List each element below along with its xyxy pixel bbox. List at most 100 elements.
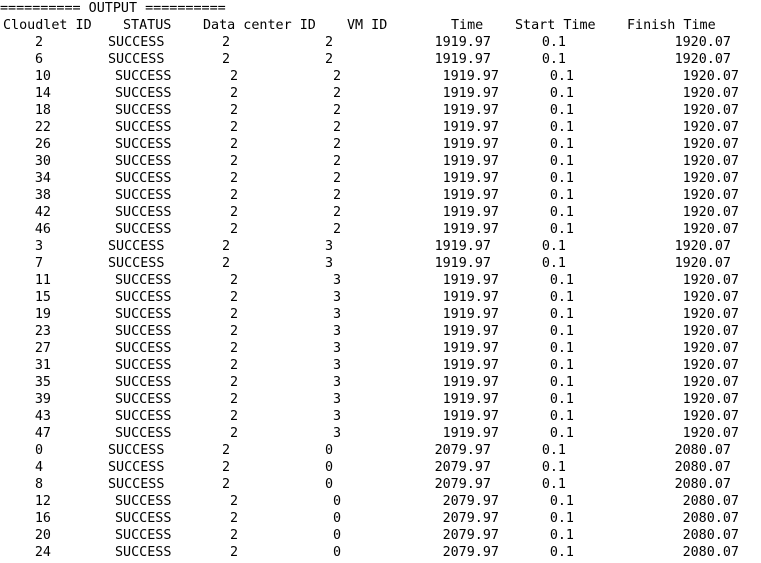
cloudlet-id-cell: 15 — [34, 290, 51, 305]
start-time-cell: 0.1 — [549, 494, 574, 509]
datacenter-id-cell: 2 — [229, 324, 238, 339]
vm-id-cell: 2 — [332, 120, 341, 135]
finish-time-cell: 1920.07 — [682, 307, 739, 322]
vm-id-cell: 0 — [332, 528, 341, 543]
time-cell: 1919.97 — [442, 358, 499, 373]
finish-time-cell: 1920.07 — [682, 69, 739, 84]
start-time-cell: 0.1 — [549, 86, 574, 101]
time-cell: 1919.97 — [442, 188, 499, 203]
finish-time-cell: 1920.07 — [682, 341, 739, 356]
table-row: 47 SUCCESS 2 3 1919.97 0.1 1920.07 — [0, 425, 761, 442]
time-cell: 1919.97 — [442, 137, 499, 152]
status-cell: SUCCESS — [115, 324, 172, 339]
status-cell: SUCCESS — [115, 511, 172, 526]
start-time-cell: 0.1 — [549, 375, 574, 390]
table-header-row: Cloudlet ID STATUS Data center ID VM ID … — [0, 17, 761, 34]
start-time-cell: 0.1 — [549, 154, 574, 169]
vm-id-cell: 2 — [332, 171, 341, 186]
finish-time-cell: 1920.07 — [682, 86, 739, 101]
datacenter-id-cell: 2 — [229, 409, 238, 424]
time-cell: 1919.97 — [434, 239, 491, 254]
finish-time-cell: 1920.07 — [674, 35, 731, 50]
cloudlet-id-cell: 6 — [34, 52, 43, 67]
finish-time-cell: 1920.07 — [682, 273, 739, 288]
finish-time-cell: 1920.07 — [682, 375, 739, 390]
header-time: Time — [451, 18, 484, 33]
datacenter-id-cell: 2 — [229, 307, 238, 322]
table-row: 10 SUCCESS 2 2 1919.97 0.1 1920.07 — [0, 68, 761, 85]
table-row: 0 SUCCESS 2 0 2079.97 0.1 2080.07 — [0, 442, 761, 459]
start-time-cell: 0.1 — [549, 426, 574, 441]
status-cell: SUCCESS — [115, 409, 172, 424]
table-row: 18 SUCCESS 2 2 1919.97 0.1 1920.07 — [0, 102, 761, 119]
time-cell: 1919.97 — [442, 171, 499, 186]
table-row: 24 SUCCESS 2 0 2079.97 0.1 2080.07 — [0, 544, 761, 561]
vm-id-cell: 2 — [332, 103, 341, 118]
cloudlet-id-cell: 2 — [34, 35, 43, 50]
time-cell: 2079.97 — [434, 477, 491, 492]
vm-id-cell: 2 — [324, 35, 333, 50]
cloudlet-id-cell: 46 — [34, 222, 51, 237]
finish-time-cell: 1920.07 — [682, 426, 739, 441]
status-cell: SUCCESS — [115, 358, 172, 373]
time-cell: 1919.97 — [442, 205, 499, 220]
output-banner: ========== OUTPUT ========== — [0, 1, 226, 16]
time-cell: 1919.97 — [442, 392, 499, 407]
cloudlet-id-cell: 34 — [34, 171, 51, 186]
vm-id-cell: 0 — [324, 443, 333, 458]
table-row: 34 SUCCESS 2 2 1919.97 0.1 1920.07 — [0, 170, 761, 187]
vm-id-cell: 3 — [332, 290, 341, 305]
time-cell: 2079.97 — [442, 545, 499, 560]
datacenter-id-cell: 2 — [221, 35, 230, 50]
cloudlet-id-cell: 31 — [34, 358, 51, 373]
vm-id-cell: 3 — [332, 358, 341, 373]
finish-time-cell: 1920.07 — [674, 256, 731, 271]
vm-id-cell: 3 — [332, 392, 341, 407]
start-time-cell: 0.1 — [549, 307, 574, 322]
cloudlet-id-cell: 11 — [34, 273, 51, 288]
table-row: 39 SUCCESS 2 3 1919.97 0.1 1920.07 — [0, 391, 761, 408]
start-time-cell: 0.1 — [549, 188, 574, 203]
finish-time-cell: 1920.07 — [682, 324, 739, 339]
table-row: 30 SUCCESS 2 2 1919.97 0.1 1920.07 — [0, 153, 761, 170]
status-cell: SUCCESS — [115, 120, 172, 135]
time-cell: 1919.97 — [442, 409, 499, 424]
status-cell: SUCCESS — [108, 256, 165, 271]
datacenter-id-cell: 2 — [229, 171, 238, 186]
datacenter-id-cell: 2 — [229, 392, 238, 407]
time-cell: 2079.97 — [434, 460, 491, 475]
vm-id-cell: 2 — [332, 137, 341, 152]
finish-time-cell: 2080.07 — [674, 460, 731, 475]
datacenter-id-cell: 2 — [229, 528, 238, 543]
start-time-cell: 0.1 — [549, 341, 574, 356]
table-row: 11 SUCCESS 2 3 1919.97 0.1 1920.07 — [0, 272, 761, 289]
status-cell: SUCCESS — [115, 290, 172, 305]
status-cell: SUCCESS — [115, 137, 172, 152]
status-cell: SUCCESS — [108, 477, 165, 492]
start-time-cell: 0.1 — [549, 69, 574, 84]
datacenter-id-cell: 2 — [229, 341, 238, 356]
table-row: 2 SUCCESS 2 2 1919.97 0.1 1920.07 — [0, 34, 761, 51]
cloudlet-id-cell: 42 — [34, 205, 51, 220]
start-time-cell: 0.1 — [549, 120, 574, 135]
finish-time-cell: 2080.07 — [682, 494, 739, 509]
status-cell: SUCCESS — [108, 239, 165, 254]
finish-time-cell: 1920.07 — [682, 205, 739, 220]
time-cell: 1919.97 — [442, 154, 499, 169]
table-row: 12 SUCCESS 2 0 2079.97 0.1 2080.07 — [0, 493, 761, 510]
datacenter-id-cell: 2 — [229, 511, 238, 526]
start-time-cell: 0.1 — [541, 52, 566, 67]
header-datacenter-id: Data center ID — [203, 18, 316, 33]
finish-time-cell: 2080.07 — [682, 511, 739, 526]
status-cell: SUCCESS — [115, 392, 172, 407]
table-row: 7 SUCCESS 2 3 1919.97 0.1 1920.07 — [0, 255, 761, 272]
start-time-cell: 0.1 — [549, 511, 574, 526]
datacenter-id-cell: 2 — [229, 358, 238, 373]
cloudlet-id-cell: 26 — [34, 137, 51, 152]
datacenter-id-cell: 2 — [229, 426, 238, 441]
vm-id-cell: 2 — [332, 222, 341, 237]
time-cell: 1919.97 — [442, 69, 499, 84]
status-cell: SUCCESS — [115, 426, 172, 441]
start-time-cell: 0.1 — [549, 222, 574, 237]
